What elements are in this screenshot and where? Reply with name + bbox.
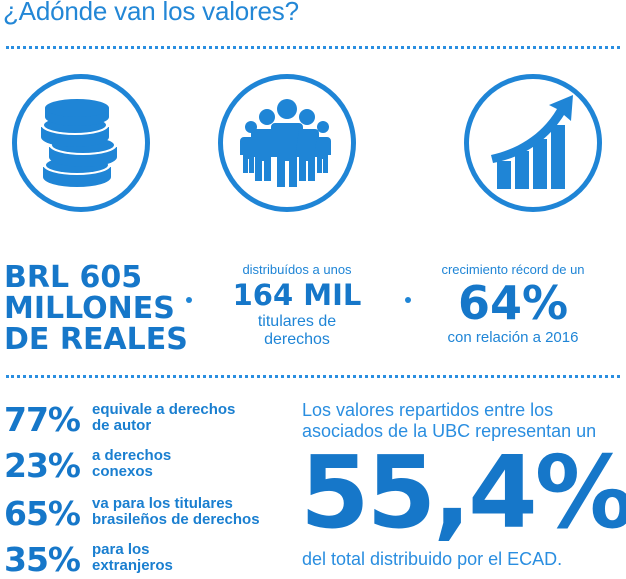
breakdown-text-1: equivale a derechos de autor xyxy=(92,401,236,434)
breakdown-pct-4: 35% xyxy=(4,540,81,579)
people-group-icon xyxy=(240,99,331,187)
share-intro: Los valores repartidos entre los asociad… xyxy=(302,400,597,441)
share-outro: del total distribuido por el ECAD. xyxy=(302,549,563,569)
growth-prefix: crecimiento récord de un xyxy=(441,262,585,277)
holders-stat: distribuídos a unos 164 MIL titulares de… xyxy=(210,262,384,349)
divider-middle xyxy=(6,375,620,378)
growth-stat: crecimiento récord de un 64% con relació… xyxy=(424,262,602,346)
people-circle xyxy=(218,74,356,212)
amount-stat: BRL 605 MILLONES DE REALES xyxy=(4,262,188,355)
growth-circle xyxy=(464,74,602,212)
breakdown-text-3: va para los titulares brasileños de dere… xyxy=(92,495,260,528)
growth-value: 64% xyxy=(457,276,569,330)
holders-value: 164 MIL xyxy=(232,278,362,312)
share-value: 55,4% xyxy=(300,434,626,551)
bullet-1 xyxy=(186,297,192,303)
coins-icon xyxy=(41,99,117,187)
breakdown-pct-1: 77% xyxy=(4,400,81,439)
amount-line2: MILLONES xyxy=(4,291,175,326)
coins-circle xyxy=(12,74,150,212)
growth-suffix: con relación a 2016 xyxy=(447,329,579,346)
amount-line1: BRL 605 xyxy=(4,260,143,295)
holders-suffix: titulares de derechos xyxy=(257,313,337,348)
breakdown-pct-3: 65% xyxy=(4,494,81,533)
breakdown-pct-2: 23% xyxy=(4,446,81,485)
breakdown-text-4: para los extranjeros xyxy=(92,541,173,574)
holders-prefix: distribuídos a unos xyxy=(242,262,352,277)
page-title: ¿Adónde van los valores? xyxy=(3,0,299,26)
amount-line3: DE REALES xyxy=(4,322,188,357)
divider-top xyxy=(6,46,620,49)
growth-chart-icon xyxy=(491,95,573,189)
breakdown-text-2: a derechos conexos xyxy=(92,447,172,480)
bullet-2 xyxy=(405,297,411,303)
